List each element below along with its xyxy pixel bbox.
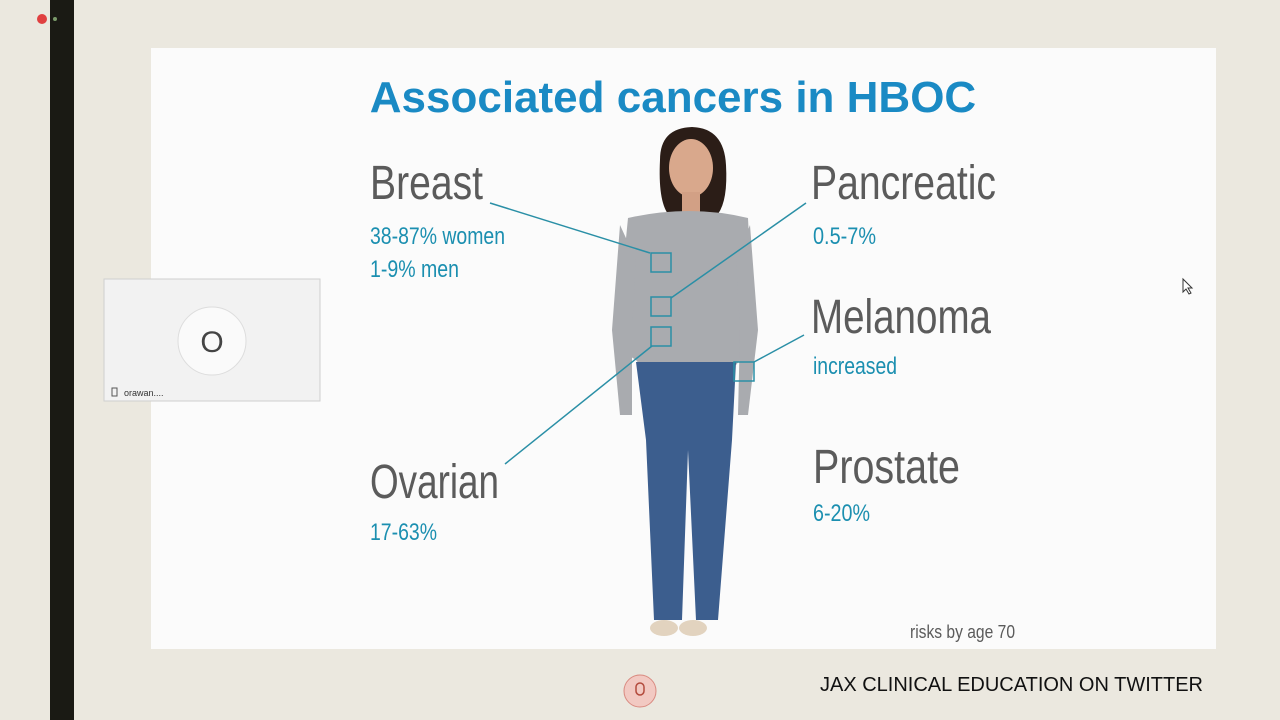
risk-value: 6-20%: [813, 500, 870, 527]
avatar: [177, 306, 247, 376]
side-bar: [50, 0, 74, 720]
mute-button[interactable]: [623, 674, 657, 708]
cancer-name: Melanoma: [811, 291, 991, 344]
mouse-cursor: [1182, 277, 1194, 295]
risk-value: 0.5-7%: [813, 223, 876, 250]
risk-value: 1-9% men: [370, 256, 459, 283]
participant-name: orawan....: [124, 388, 164, 398]
status-dot: [53, 17, 57, 21]
avatar-initial: O: [200, 326, 223, 359]
cancer-name: Prostate: [813, 441, 960, 494]
marker-box: [733, 361, 755, 382]
marker-box: [650, 326, 672, 347]
connector: [670, 202, 807, 299]
recording-dot: [37, 14, 47, 24]
footer-caption: JAX CLINICAL EDUCATION ON TWITTER: [820, 674, 1203, 696]
connector: [489, 202, 651, 254]
connector: [504, 345, 653, 465]
connector: [753, 334, 805, 363]
device-icon: [111, 387, 118, 397]
cancer-name: Breast: [370, 157, 483, 210]
risk-value: 17-63%: [370, 519, 437, 546]
marker-box: [650, 296, 672, 317]
risk-value: 38-87% women: [370, 223, 505, 250]
risk-value: increased: [813, 353, 897, 380]
slide-title: Associated cancers in HBOC: [370, 73, 976, 122]
cancer-name: Ovarian: [370, 456, 499, 509]
footnote: risks by age 70: [910, 622, 1015, 642]
mic-icon: [635, 682, 645, 696]
cancer-name: Pancreatic: [811, 157, 996, 210]
marker-box: [650, 252, 672, 273]
